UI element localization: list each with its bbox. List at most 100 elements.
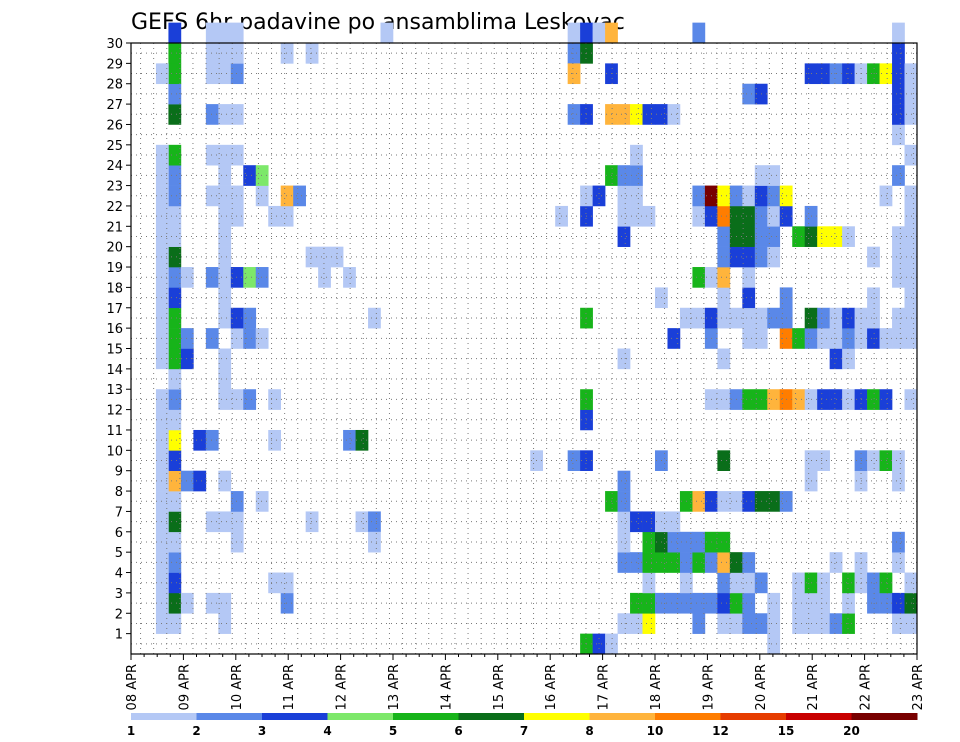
heatmap-cell — [218, 287, 232, 309]
heatmap-cell — [218, 246, 232, 268]
legend-swatch — [851, 713, 918, 720]
heatmap-cell — [380, 22, 394, 44]
heatmap-cell — [280, 185, 294, 207]
legend-swatch — [655, 713, 721, 720]
heatmap-cell — [230, 43, 244, 64]
heatmap-cell — [892, 226, 905, 247]
heatmap-cell — [667, 328, 681, 349]
heatmap-cell — [867, 572, 880, 594]
heatmap-cell — [842, 592, 855, 614]
heatmap-cell — [617, 104, 631, 125]
heatmap-cell — [280, 572, 294, 594]
heatmap-cell — [155, 450, 169, 471]
heatmap-cell — [193, 429, 207, 451]
y-tick-label: 3 — [115, 587, 123, 602]
heatmap-cell — [817, 450, 830, 471]
heatmap-cell — [904, 389, 918, 410]
heatmap-cell — [904, 63, 918, 85]
heatmap-cell — [717, 552, 731, 573]
heatmap-cell — [717, 267, 731, 288]
heatmap-cell — [230, 307, 244, 329]
heatmap-cell — [255, 491, 269, 512]
heatmap-cell — [567, 43, 581, 64]
legend-label: 10 — [647, 724, 664, 738]
heatmap-cell — [692, 531, 706, 553]
heatmap-cell — [168, 572, 182, 594]
heatmap-cell — [879, 185, 893, 207]
legend-swatch — [720, 713, 787, 720]
heatmap-cell — [280, 43, 294, 64]
x-tick-label: 16 APR — [544, 664, 559, 710]
heatmap-cell — [205, 63, 219, 85]
heatmap-cell — [892, 83, 905, 105]
color-legend: 1 2 3 4 5 6 7 8 10 12 15 20 — [127, 713, 918, 738]
heatmap-cell — [205, 267, 219, 288]
heatmap-cell — [717, 389, 731, 410]
heatmap-cell — [180, 592, 194, 614]
heatmap-cell — [230, 511, 244, 533]
legend-swatch — [524, 713, 590, 720]
heatmap-cell — [842, 613, 855, 634]
heatmap-cell — [892, 307, 905, 329]
heatmap-cell — [642, 205, 656, 227]
heatmap-cell — [368, 511, 381, 533]
heatmap-cell — [567, 104, 581, 125]
heatmap-cell — [592, 185, 606, 207]
heatmap-cell — [168, 389, 182, 410]
x-tick-label: 22 APR — [859, 664, 874, 710]
heatmap-cell — [717, 491, 731, 512]
heatmap-cell — [330, 246, 344, 268]
heatmap-cell — [218, 267, 232, 288]
heatmap-cell — [617, 511, 631, 533]
heatmap-cell — [255, 185, 269, 207]
heatmap-cell — [692, 491, 706, 512]
heatmap-cell — [717, 307, 731, 329]
heatmap-cell — [692, 613, 706, 634]
heatmap-cell — [155, 511, 169, 533]
heatmap-cell — [168, 246, 182, 268]
heatmap-cell — [368, 531, 381, 553]
heatmap-cell — [642, 592, 656, 614]
heatmap-cell — [892, 63, 905, 85]
heatmap-cell — [155, 491, 169, 512]
heatmap-cell — [767, 592, 781, 614]
heatmap-cell — [904, 613, 918, 634]
y-tick-label: 8 — [115, 485, 123, 500]
heatmap-cell — [867, 450, 880, 471]
heatmap-cell — [792, 226, 806, 247]
x-tick-label: 10 APR — [230, 664, 245, 710]
heatmap-cell — [168, 348, 182, 370]
heatmap-cell — [218, 389, 232, 410]
heatmap-cell — [904, 592, 918, 614]
heatmap-cell — [567, 63, 581, 85]
heatmap-cell — [817, 226, 830, 247]
heatmap-cell — [230, 63, 244, 85]
heatmap-cell — [168, 287, 182, 309]
heatmap-cell — [155, 429, 169, 451]
y-tick-label: 18 — [106, 281, 123, 296]
heatmap-cell — [218, 22, 232, 44]
heatmap-cell — [617, 165, 631, 186]
heatmap-cell — [667, 104, 681, 125]
heatmap-cell — [892, 104, 905, 125]
heatmap-cell — [742, 592, 756, 614]
y-tick-label: 26 — [106, 118, 123, 133]
heatmap-cell — [155, 552, 169, 573]
heatmap-cell — [817, 328, 830, 349]
y-tick-label: 29 — [106, 57, 123, 72]
heatmap-cell — [692, 22, 706, 44]
heatmap-cell — [268, 429, 282, 451]
heatmap-cell — [904, 185, 918, 207]
y-tick-label: 5 — [115, 546, 123, 561]
heatmap-cell — [168, 613, 182, 634]
heatmap-cell — [792, 572, 806, 594]
heatmap-cell — [904, 307, 918, 329]
heatmap-cell — [879, 450, 893, 471]
x-tick-label: 17 APR — [597, 664, 612, 710]
y-tick-label: 2 — [115, 607, 123, 622]
legend-swatch — [327, 713, 394, 720]
y-tick-label: 21 — [106, 220, 123, 235]
heatmap-cell — [892, 43, 905, 64]
heatmap-cell — [692, 205, 706, 227]
y-tick-label: 10 — [106, 444, 123, 459]
